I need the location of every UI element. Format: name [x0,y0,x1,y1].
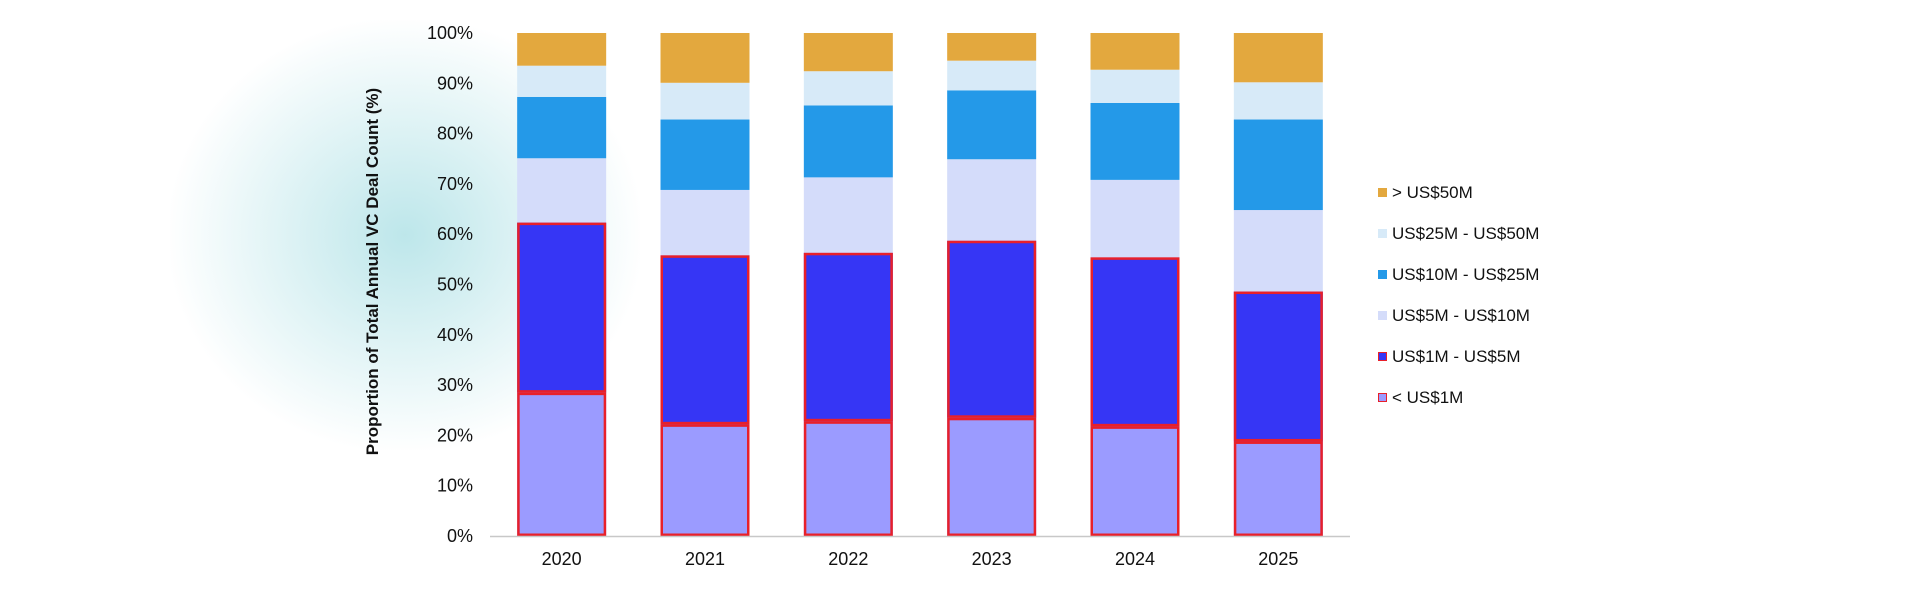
bar-segment [660,424,750,536]
bar-segment-highlight [1090,257,1180,427]
legend-item: US$25M - US$50M [1378,213,1678,254]
x-axis: 2020 2021 2022 2023 2024 2025 [542,549,1299,569]
x-tick-label: 2023 [972,549,1012,569]
bar-segment [1233,119,1323,211]
bar-segment [947,60,1037,91]
bar-segment [1090,426,1180,536]
bar-segment-highlight [803,421,893,537]
bar-segment [660,119,750,190]
bar-segment [947,417,1037,536]
legend: > US$50M US$25M - US$50M US$10M - US$25M US… [1378,172,1678,418]
bar-segment [1233,210,1323,292]
legend-item: US$5M - US$10M [1378,295,1678,336]
bar-segment-highlight [1233,441,1323,537]
bar-segment [803,33,893,72]
bar-segment [517,65,607,97]
y-tick-label: 90% [437,73,473,93]
bar-segment [1233,82,1323,120]
x-tick-label: 2022 [828,549,868,569]
bar-segment [1233,441,1323,536]
x-tick-label: 2024 [1115,549,1155,569]
y-tick-label: 70% [437,174,473,194]
plot-area [517,33,1323,537]
bar-segment [947,240,1037,418]
bar-segment [517,222,607,393]
legend-swatch [1378,229,1387,238]
bar-segment [947,90,1037,160]
y-tick-label: 30% [437,375,473,395]
bar-segment [660,255,750,425]
bar-segment-highlight [517,392,607,536]
bar-segment-highlight [660,424,750,537]
y-tick-label: 60% [437,224,473,244]
bar-stack-2023 [947,33,1037,537]
y-tick-label: 100% [427,23,473,43]
bar-stack-2022 [803,33,893,537]
bar-segment [517,158,607,223]
legend-label: < US$1M [1392,387,1464,407]
bar-segment [1090,102,1180,180]
bar-segment [803,252,893,422]
bar-segment [803,105,893,178]
legend-swatch [1378,311,1387,320]
bar-segment [517,392,607,536]
y-tick-label: 50% [437,275,473,295]
bar-segment [1233,33,1323,83]
bar-segment [517,33,607,66]
x-tick-label: 2025 [1258,549,1298,569]
bar-segment-highlight [517,222,607,393]
legend-swatch [1378,393,1387,402]
bar-segment [803,177,893,253]
bar-segment [947,33,1037,61]
legend-item: > US$50M [1378,172,1678,213]
legend-label: > US$50M [1392,182,1473,202]
y-tick-label: 80% [437,124,473,144]
bar-segment [1090,69,1180,103]
legend-item: US$10M - US$25M [1378,254,1678,295]
bar-segment [803,71,893,106]
bar-segment-highlight [947,240,1037,418]
legend-item: < US$1M [1378,377,1678,418]
x-tick-label: 2020 [542,549,582,569]
legend-label: US$25M - US$50M [1392,223,1540,243]
bar-segment-highlight [1090,426,1180,537]
bar-segment-highlight [1233,291,1323,442]
bar-segment [660,33,750,83]
y-axis: 0% 10% 20% 30% 40% 50% 60% 70% 80% 90% 100% [427,23,473,546]
bar-segment-highlight [803,252,893,422]
legend-label: US$10M - US$25M [1392,264,1540,284]
bar-segment-highlight [947,417,1037,537]
x-tick-label: 2021 [685,549,725,569]
y-tick-label: 40% [437,325,473,345]
legend-label: US$1M - US$5M [1392,346,1521,366]
legend-swatch [1378,188,1387,197]
y-tick-label: 0% [447,526,473,546]
bar-segment-highlight [660,255,750,425]
bar-segment [803,421,893,536]
bar-stack-2020 [517,33,607,536]
bar-segment [1090,179,1180,258]
y-tick-label: 20% [437,425,473,445]
bar-segment [947,159,1037,241]
y-tick-label: 10% [437,476,473,496]
bar-segment [1090,257,1180,427]
bar-segment [1090,33,1180,70]
bar-stack-2024 [1090,33,1180,537]
bar-segment [660,189,750,256]
bar-segment [660,82,750,120]
legend-swatch [1378,352,1387,361]
bar-stack-2021 [660,33,750,537]
legend-item: US$1M - US$5M [1378,336,1678,377]
legend-swatch [1378,270,1387,279]
bar-segment [1233,291,1323,442]
bar-segment [517,96,607,159]
legend-label: US$5M - US$10M [1392,305,1530,325]
y-axis-title: Proportion of Total Annual VC Deal Count… [363,88,382,455]
bar-stack-2025 [1233,33,1323,537]
